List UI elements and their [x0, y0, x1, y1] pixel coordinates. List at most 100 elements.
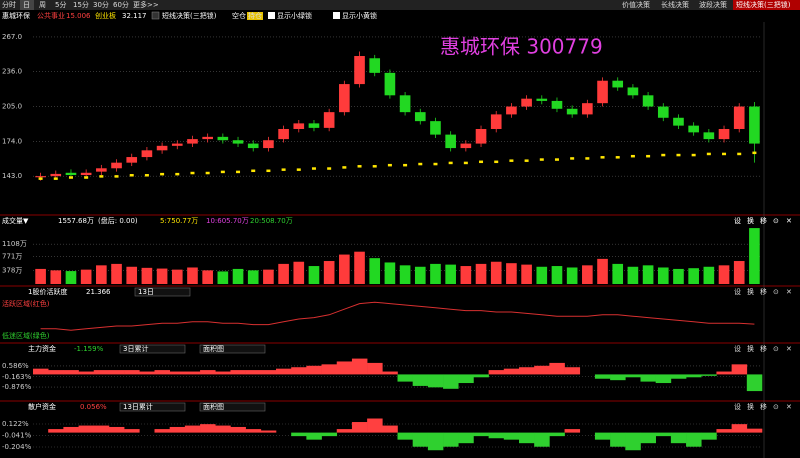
- area-slice: [610, 432, 626, 447]
- ma-marker: [144, 174, 149, 177]
- area-slice: [230, 370, 246, 375]
- checkbox[interactable]: [268, 12, 275, 19]
- panel-tool[interactable]: 移: [760, 402, 767, 411]
- area-slice: [169, 426, 186, 433]
- volume-bar: [414, 266, 426, 284]
- volume-bar: [217, 271, 229, 284]
- ma-marker: [236, 170, 241, 174]
- area-slice: [625, 432, 641, 451]
- dropdown[interactable]: [119, 344, 186, 354]
- period[interactable]: 13日: [138, 288, 154, 296]
- style[interactable]: 面积图: [203, 344, 224, 353]
- area-slice: [686, 374, 702, 378]
- candle-body: [354, 56, 365, 85]
- panel-tool[interactable]: ✕: [786, 217, 792, 225]
- volume-bar: [141, 267, 153, 284]
- style[interactable]: 面积图: [203, 402, 224, 411]
- area-slice: [260, 430, 277, 433]
- tab[interactable]: 周: [39, 1, 46, 9]
- tab[interactable]: 60分: [113, 0, 129, 9]
- panel-title: 成交量▼: [2, 216, 29, 225]
- volume-bar: [536, 266, 548, 284]
- tab[interactable]: 更多>>: [133, 0, 159, 9]
- candle-body: [521, 98, 532, 107]
- tab[interactable]: 15分: [73, 0, 89, 9]
- area-slice: [291, 432, 307, 437]
- dropdown[interactable]: [199, 402, 266, 412]
- ma-marker: [68, 176, 73, 179]
- panel-value: 1557.68万: [58, 217, 94, 225]
- green-lock-toggle[interactable]: 显示小绿锁: [277, 11, 312, 20]
- panel-tool[interactable]: ✕: [786, 217, 792, 225]
- area-slice: [351, 422, 368, 433]
- panel-tool[interactable]: 移: [760, 216, 767, 225]
- hold-label[interactable]: 持仓: [248, 11, 262, 20]
- candle-body: [65, 172, 77, 176]
- tab[interactable]: 5分: [55, 0, 66, 9]
- panel-tool[interactable]: ⊙: [773, 217, 779, 225]
- tab[interactable]: 短线决策(三把锁): [736, 0, 791, 9]
- panel-tool[interactable]: 换: [747, 216, 754, 225]
- dropdown[interactable]: [119, 402, 186, 412]
- tab[interactable]: 分时: [2, 0, 16, 9]
- panel-tool[interactable]: ✕: [786, 288, 792, 296]
- ma-marker: [251, 169, 256, 173]
- ma-marker: [630, 154, 635, 158]
- panel-tool[interactable]: 移: [760, 287, 767, 296]
- panel-tool[interactable]: 换: [747, 216, 754, 225]
- panel-tool[interactable]: ⊙: [773, 345, 779, 353]
- area-slice: [686, 432, 702, 447]
- ma-marker: [403, 163, 408, 167]
- area-slice: [200, 424, 216, 433]
- tab[interactable]: 长线决策: [661, 0, 689, 9]
- panel-tool[interactable]: 移: [760, 344, 767, 353]
- ma-marker: [296, 168, 301, 171]
- y-tick-label: 0.122%: [2, 420, 29, 428]
- panel-tool[interactable]: 移: [760, 216, 767, 225]
- y-tick-label: 143.0: [2, 172, 22, 180]
- panel-tool[interactable]: ✕: [786, 345, 792, 353]
- y-tick-label: 236.0: [2, 68, 22, 76]
- candle-body: [384, 72, 396, 96]
- candle-body: [460, 143, 472, 149]
- tab[interactable]: 日: [23, 1, 30, 9]
- tab[interactable]: 波段决策: [699, 0, 727, 9]
- tab[interactable]: 价值决策: [622, 0, 650, 9]
- ma-marker: [160, 172, 165, 176]
- checkbox[interactable]: [333, 12, 340, 19]
- panel-tool[interactable]: 设: [734, 344, 741, 353]
- period[interactable]: 3日累计: [123, 344, 148, 353]
- checkbox[interactable]: [151, 11, 160, 20]
- panel-tool[interactable]: 换: [747, 287, 754, 296]
- panel-tool[interactable]: ✕: [786, 403, 792, 411]
- area-slice: [382, 425, 398, 433]
- area-slice: [443, 432, 459, 447]
- panel-tool[interactable]: 换: [747, 402, 754, 411]
- ma-marker: [509, 159, 514, 162]
- dropdown[interactable]: [134, 287, 191, 297]
- panel-tool[interactable]: ⊙: [773, 403, 779, 411]
- y-tick-label: -0.876%: [2, 383, 32, 391]
- candle-body: [430, 121, 441, 135]
- panel-tool[interactable]: ⊙: [773, 288, 779, 296]
- panel-tool[interactable]: 设: [734, 402, 741, 411]
- panel-tool[interactable]: 设: [734, 216, 741, 225]
- panel-tool[interactable]: 换: [747, 344, 754, 353]
- dropdown[interactable]: [199, 344, 266, 354]
- yellow-lock-toggle[interactable]: 显示小黄锁: [342, 11, 377, 20]
- ma-marker: [463, 161, 468, 165]
- volume-bar: [263, 269, 274, 284]
- volume-bar: [50, 270, 62, 284]
- y-tick-label: 378万: [2, 266, 22, 274]
- panel-value: -1.159%: [74, 345, 104, 353]
- board: 创业板: [95, 11, 116, 20]
- panel-tool[interactable]: ⊙: [773, 217, 779, 225]
- panel-tool[interactable]: 设: [734, 216, 741, 225]
- area-slice: [48, 370, 64, 375]
- period[interactable]: 13日累计: [123, 402, 153, 411]
- ma-marker: [114, 175, 119, 178]
- area-slice: [230, 426, 246, 433]
- panel-tool[interactable]: 设: [734, 287, 741, 296]
- tab[interactable]: 30分: [93, 0, 109, 9]
